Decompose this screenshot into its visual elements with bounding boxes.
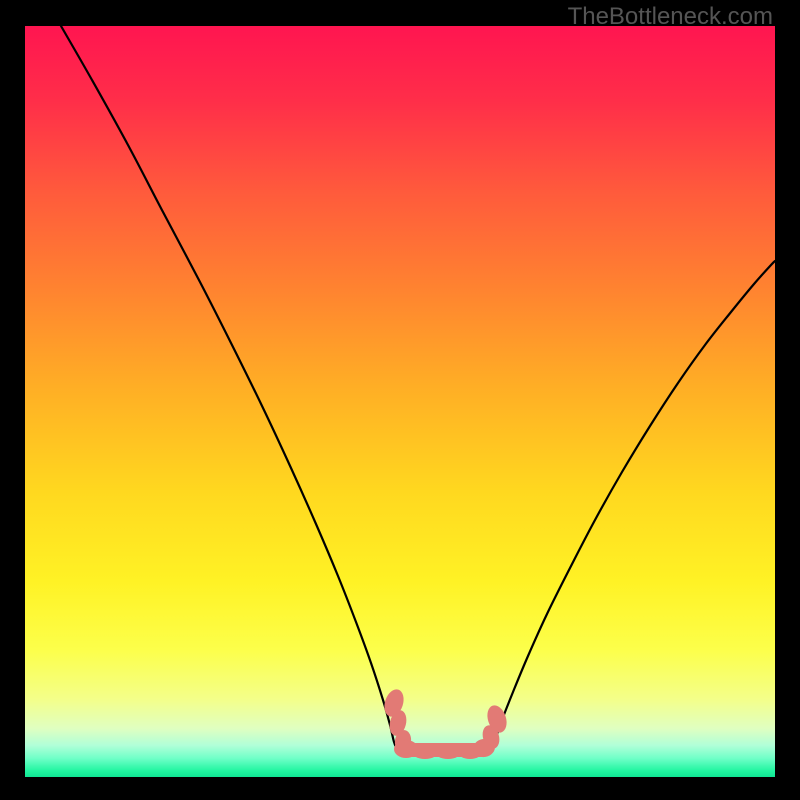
left-curve xyxy=(61,26,398,751)
curve-layer xyxy=(25,26,775,777)
watermark-text: TheBottleneck.com xyxy=(568,3,773,31)
right-curve xyxy=(491,261,775,751)
chart-plot-area xyxy=(25,26,775,777)
